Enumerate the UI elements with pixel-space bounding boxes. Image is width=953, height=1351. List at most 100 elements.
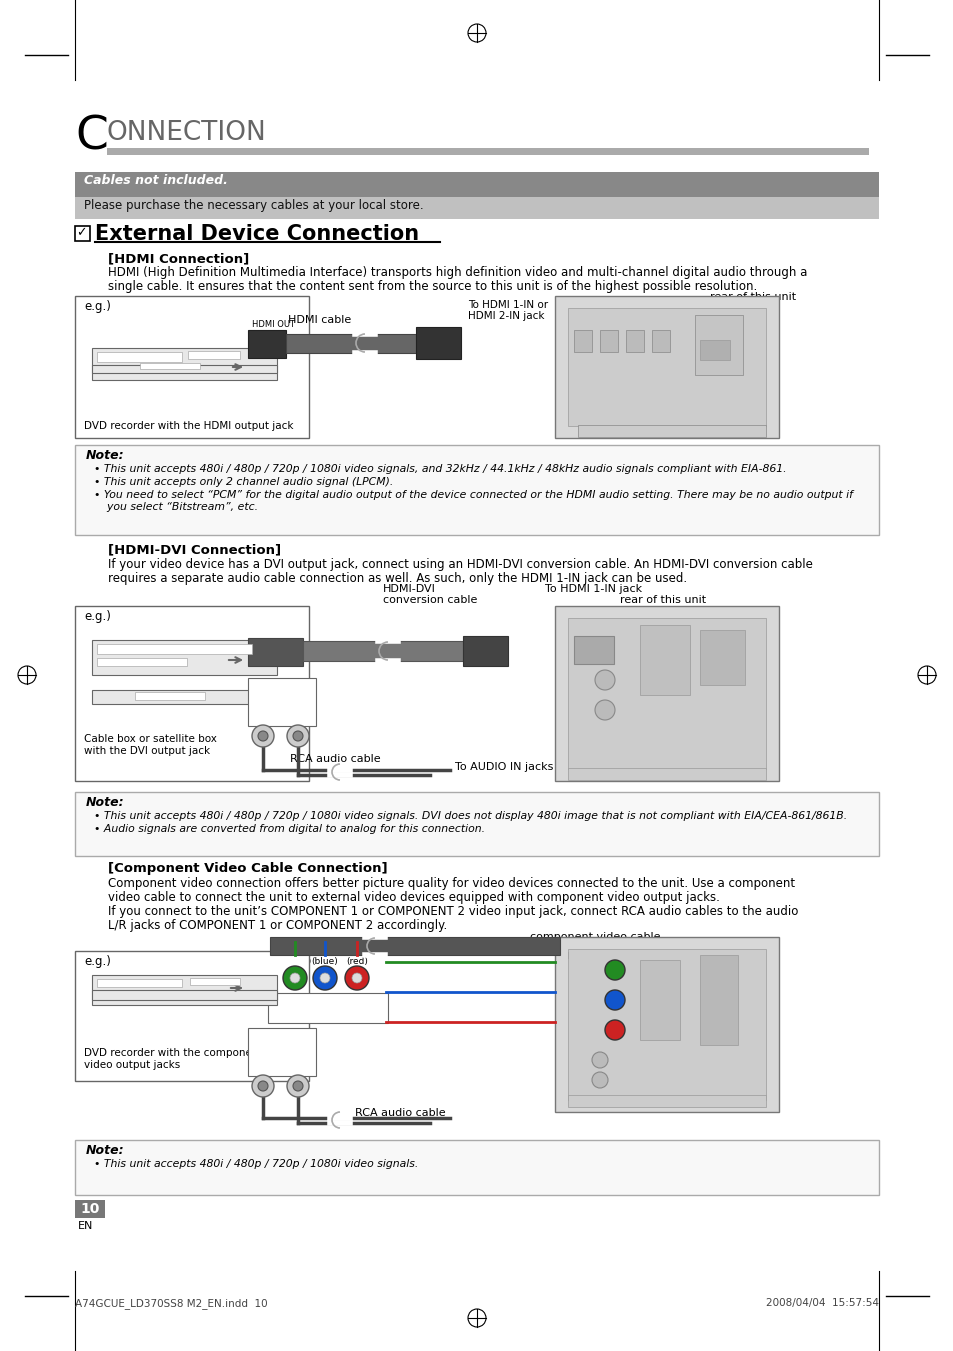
Text: HDMI OUT: HDMI OUT — [252, 320, 294, 330]
Bar — [97, 658, 187, 666]
Text: e.g.): e.g.) — [84, 611, 111, 623]
Bar — [75, 607, 309, 781]
Bar — [91, 975, 276, 1005]
Text: video cable to connect the unit to external video devices equipped with componen: video cable to connect the unit to exter… — [108, 892, 720, 904]
Text: To HDMI 1-IN jack: To HDMI 1-IN jack — [544, 584, 641, 594]
Text: you select “Bitstream”, etc.: you select “Bitstream”, etc. — [100, 503, 258, 512]
Text: • This unit accepts 480i / 480p / 720p / 1080i video signals.: • This unit accepts 480i / 480p / 720p /… — [94, 1159, 418, 1169]
Circle shape — [293, 731, 303, 740]
Text: HDMI-DVI: HDMI-DVI — [382, 584, 436, 594]
Text: Note:: Note: — [86, 1144, 125, 1156]
Text: Component video connection offers better picture quality for video devices conne: Component video connection offers better… — [108, 877, 794, 890]
Text: RCA audio cable: RCA audio cable — [290, 754, 380, 765]
Bar — [286, 334, 416, 353]
Bar — [97, 644, 252, 654]
Bar — [268, 993, 388, 1023]
Text: conversion cable: conversion cable — [382, 594, 476, 605]
Text: Note:: Note: — [86, 449, 125, 462]
Circle shape — [604, 1020, 624, 1040]
Bar — [574, 636, 614, 663]
Circle shape — [257, 1081, 268, 1092]
Circle shape — [345, 966, 369, 990]
Text: If your video device has a DVI output jack, connect using an HDMI-DVI conversion: If your video device has a DVI output ja… — [108, 558, 812, 571]
Text: rear of this unit: rear of this unit — [709, 292, 796, 303]
Bar — [574, 330, 592, 353]
Bar — [462, 636, 507, 666]
Bar — [75, 226, 90, 240]
Bar — [75, 951, 309, 1081]
Text: If you connect to the unit’s COMPONENT 1 or COMPONENT 2 video input jack, connec: If you connect to the unit’s COMPONENT 1… — [108, 905, 798, 917]
Text: ONNECTION: ONNECTION — [107, 120, 267, 146]
Bar — [75, 1140, 878, 1196]
Text: L/R jacks of COMPONENT 1 or COMPONENT 2 accordingly.: L/R jacks of COMPONENT 1 or COMPONENT 2 … — [108, 919, 447, 932]
Bar — [700, 340, 729, 359]
Text: (blue): (blue) — [574, 988, 596, 997]
Bar — [651, 330, 669, 353]
Text: DVD recorder with the component
video output jacks: DVD recorder with the component video ou… — [84, 1048, 262, 1070]
Text: • Audio signals are converted from digital to analog for this connection.: • Audio signals are converted from digit… — [94, 824, 485, 834]
Bar — [555, 938, 779, 1112]
Bar — [97, 979, 182, 988]
Bar — [91, 640, 276, 676]
Text: rear of this unit: rear of this unit — [619, 594, 705, 605]
Bar — [578, 426, 765, 436]
Bar — [248, 330, 286, 358]
Bar — [567, 948, 765, 1100]
Bar — [270, 938, 559, 955]
Text: DVI OUT: DVI OUT — [251, 643, 282, 653]
Text: (blue): (blue) — [312, 957, 338, 966]
Circle shape — [313, 966, 336, 990]
Text: [Component Video Cable Connection]: [Component Video Cable Connection] — [108, 862, 387, 875]
Bar — [75, 296, 309, 438]
Bar — [567, 767, 765, 780]
Bar — [91, 690, 276, 704]
Text: AUDIO OUT: AUDIO OUT — [252, 682, 299, 690]
Text: e.g.): e.g.) — [84, 300, 111, 313]
Text: (green): (green) — [278, 957, 312, 966]
Text: • This unit accepts only 2 channel audio signal (LPCM).: • This unit accepts only 2 channel audio… — [94, 477, 393, 486]
Text: HDMI (High Definition Multimedia Interface) transports high definition video and: HDMI (High Definition Multimedia Interfa… — [108, 266, 806, 280]
Circle shape — [252, 1075, 274, 1097]
Bar — [75, 172, 878, 197]
Bar — [303, 640, 462, 661]
Text: External Device Connection: External Device Connection — [95, 224, 418, 245]
Circle shape — [604, 961, 624, 979]
Text: ✓: ✓ — [76, 226, 87, 239]
Text: [HDMI Connection]: [HDMI Connection] — [108, 253, 249, 265]
Bar — [248, 1028, 315, 1075]
Circle shape — [592, 1052, 607, 1069]
Text: Cable box or satellite box
with the DVI output jack: Cable box or satellite box with the DVI … — [84, 734, 216, 755]
Text: component video cable: component video cable — [530, 932, 659, 942]
Bar — [97, 353, 182, 362]
Bar — [639, 961, 679, 1040]
Text: EN: EN — [78, 1221, 93, 1231]
Bar — [135, 692, 205, 700]
Circle shape — [257, 731, 268, 740]
Text: [HDMI-DVI Connection]: [HDMI-DVI Connection] — [108, 543, 281, 557]
Bar — [567, 1096, 765, 1106]
Circle shape — [595, 670, 615, 690]
Text: HDMI cable: HDMI cable — [288, 315, 352, 326]
Bar — [75, 1200, 105, 1219]
Circle shape — [283, 966, 307, 990]
Text: • You need to select “PCM” for the digital audio output of the device connected : • You need to select “PCM” for the digit… — [94, 490, 852, 500]
Bar — [75, 197, 878, 219]
Text: Y    Pb    Pr: Y Pb Pr — [272, 996, 325, 1006]
Text: L        R: L R — [254, 693, 289, 703]
Bar — [625, 330, 643, 353]
Circle shape — [592, 1071, 607, 1088]
Bar — [75, 444, 878, 535]
Bar — [91, 349, 276, 380]
Text: • This unit accepts 480i / 480p / 720p / 1080i video signals, and 32kHz / 44.1kH: • This unit accepts 480i / 480p / 720p /… — [94, 463, 786, 474]
Bar — [248, 638, 303, 666]
Text: To AUDIO IN jacks: To AUDIO IN jacks — [455, 762, 553, 771]
Circle shape — [352, 973, 361, 984]
Bar — [248, 678, 315, 725]
Text: To HDMI 1-IN or: To HDMI 1-IN or — [468, 300, 548, 309]
Bar — [91, 365, 276, 373]
Text: AUDIO OUT: AUDIO OUT — [252, 1032, 299, 1042]
Text: Cables not included.: Cables not included. — [84, 174, 228, 186]
Text: (red): (red) — [574, 1019, 592, 1027]
Circle shape — [595, 700, 615, 720]
Text: single cable. It ensures that the content sent from the source to this unit is o: single cable. It ensures that the conten… — [108, 280, 757, 293]
